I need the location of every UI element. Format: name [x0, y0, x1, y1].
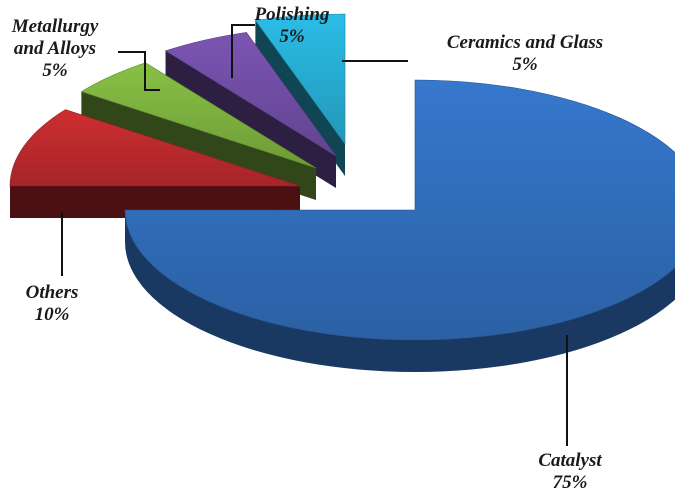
- slice-percent-label: 5%: [42, 60, 67, 81]
- slice-name-label: Metallurgy: [11, 16, 99, 37]
- slice-name-label: Polishing: [254, 4, 330, 25]
- slice-name-label: and Alloys: [14, 38, 96, 59]
- slice-top: [9, 109, 301, 187]
- slice-percent-label: 10%: [35, 304, 70, 325]
- slice-rim: [125, 210, 675, 372]
- slice-name-label: Catalyst: [538, 450, 602, 471]
- slice-percent-label: 75%: [553, 472, 588, 493]
- slice-top: [164, 32, 337, 157]
- slice-name-label: Others: [26, 282, 79, 303]
- leader-line: [231, 24, 255, 78]
- slice-name-label: Ceramics and Glass: [447, 32, 603, 53]
- slice-top: [254, 13, 346, 145]
- slice-percent-label: 5%: [279, 26, 304, 47]
- leader-line: [118, 51, 160, 91]
- slice-catalyst: [124, 79, 675, 372]
- slice-percent-label: 5%: [512, 54, 537, 75]
- slice-top: [124, 79, 675, 341]
